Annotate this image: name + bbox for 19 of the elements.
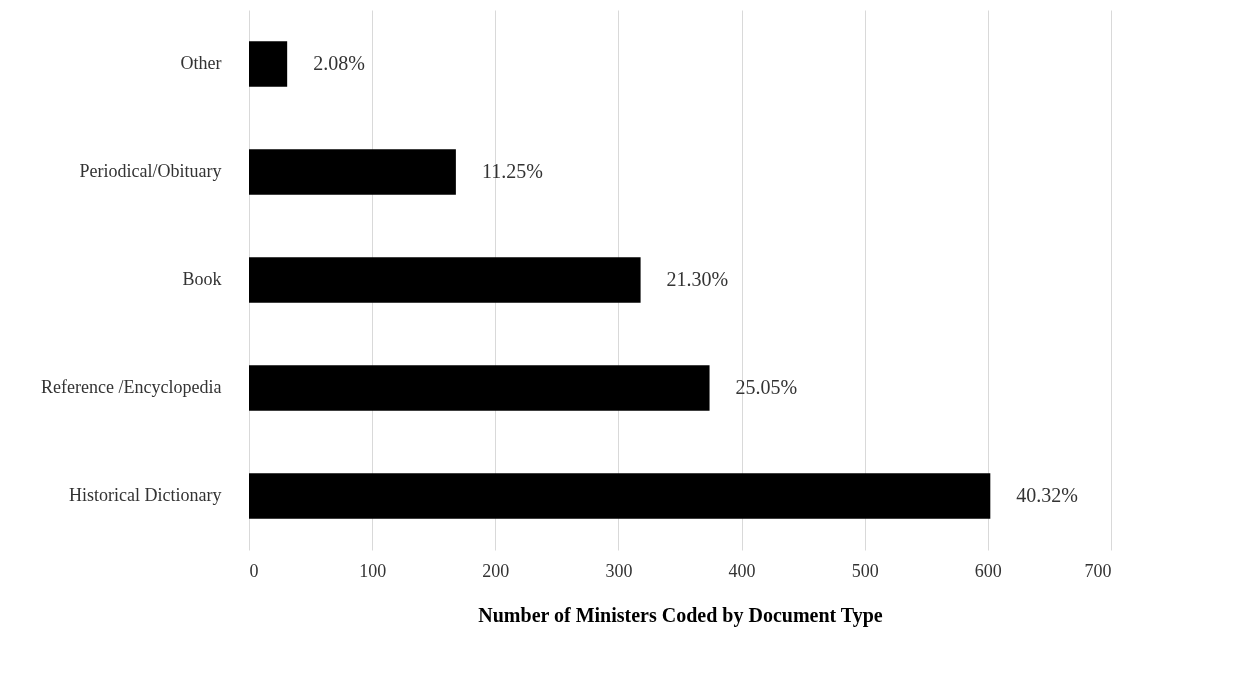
x-tick-label: 400 — [728, 560, 756, 581]
x-tick-label: 500 — [851, 560, 879, 581]
x-tick-label: 600 — [974, 560, 1002, 581]
x-tick-label: 100 — [359, 560, 387, 581]
y-tick-label: Historical Dictionary — [69, 485, 222, 505]
annotation: 2.08% — [313, 52, 365, 74]
y-tick-label: Reference /Encyclopedia — [41, 377, 222, 397]
annotation: 21.30% — [666, 268, 729, 290]
x-axis-title: Number of Ministers Coded by Document Type — [478, 603, 883, 627]
x-tick-label: 300 — [605, 560, 633, 581]
y-tick-label: Book — [182, 269, 222, 289]
x-tick-label: 200 — [482, 560, 510, 581]
annotation: 40.32% — [1016, 484, 1078, 506]
x-tick-label: 0 — [249, 560, 259, 581]
y-tick-label: Other — [180, 53, 222, 73]
x-tick-label: 700 — [1084, 560, 1112, 581]
y-tick-label: Periodical/Obituary — [79, 161, 222, 181]
annotation: 25.05% — [735, 376, 798, 398]
annotation: 11.25% — [481, 160, 543, 182]
